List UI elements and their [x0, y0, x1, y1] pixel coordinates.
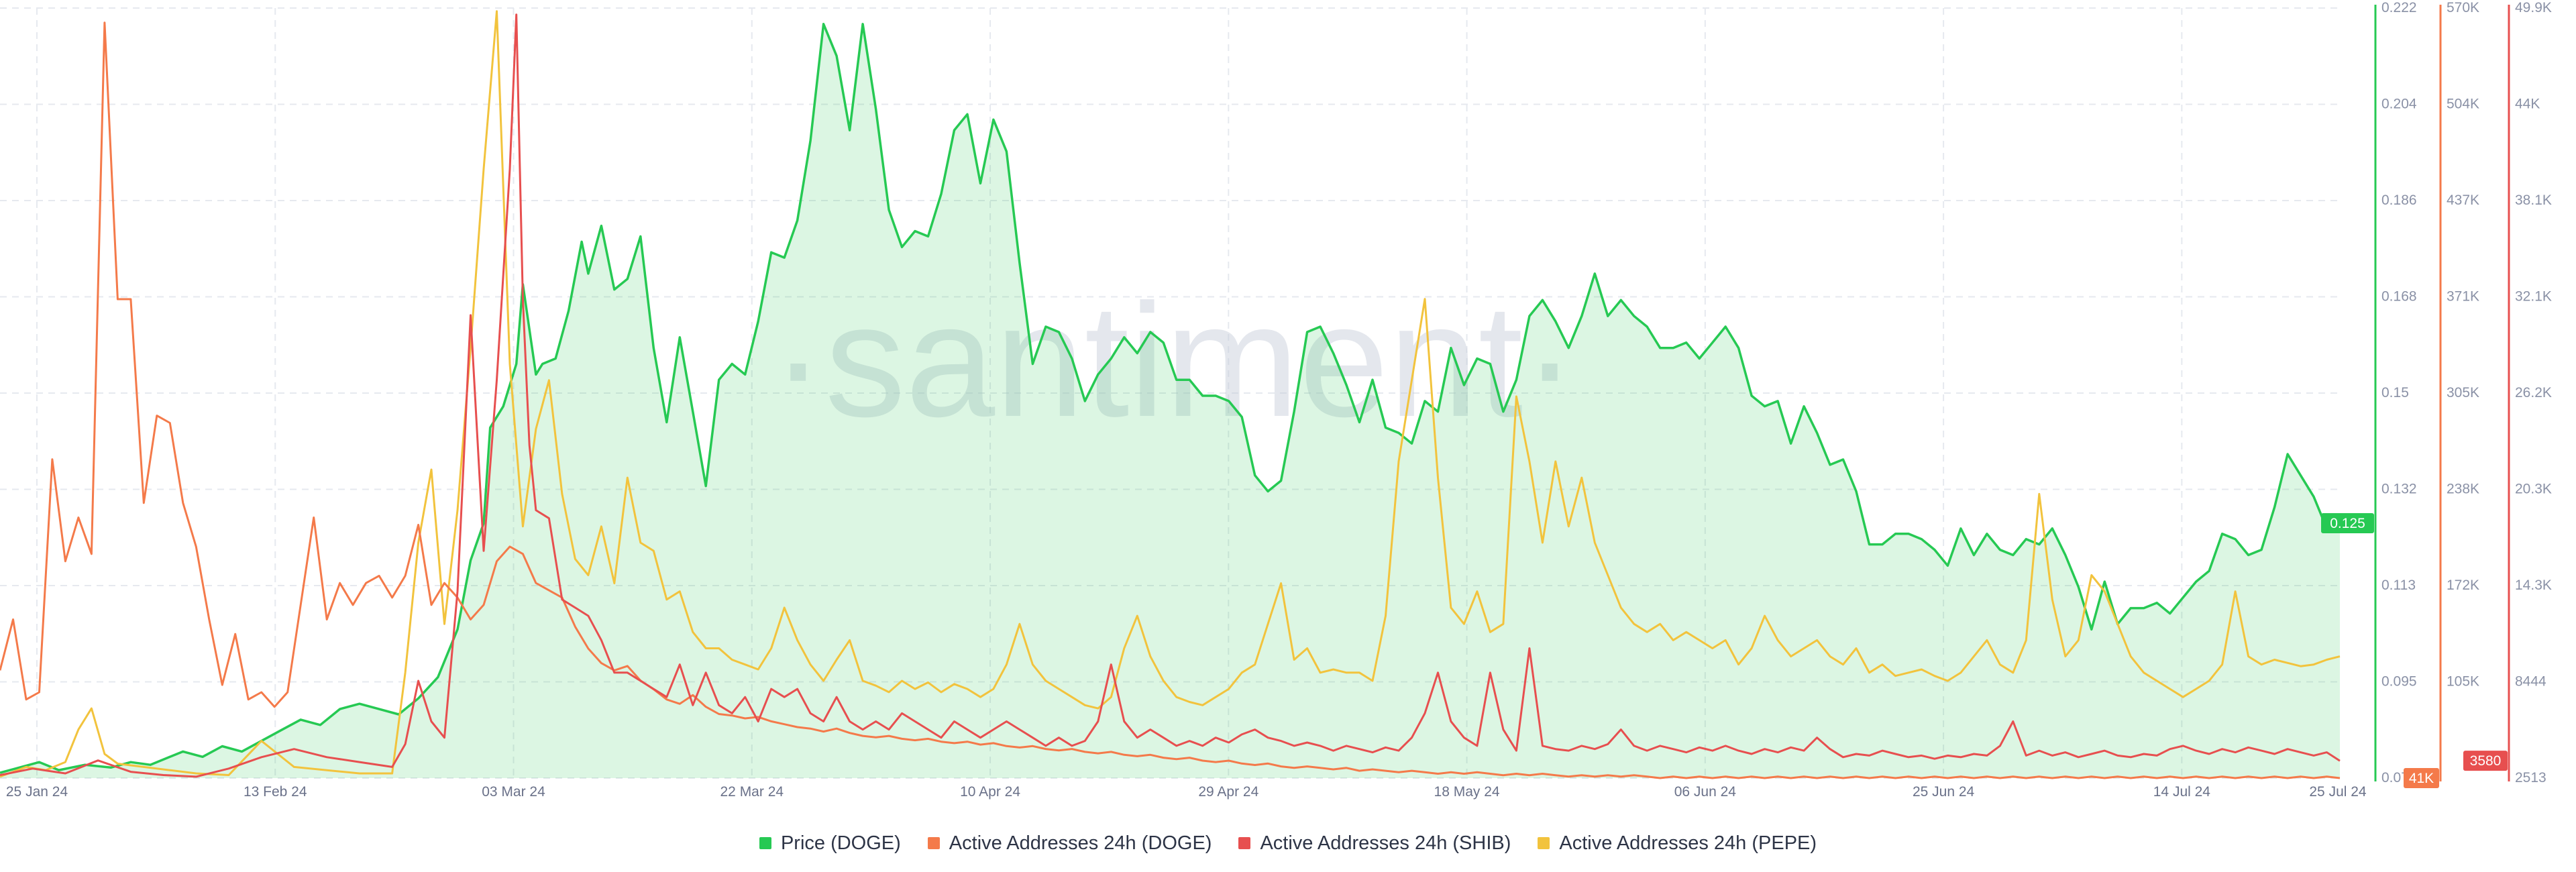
chart-legend: Price (DOGE) Active Addresses 24h (DOGE) A…	[0, 826, 2576, 860]
axis-tick-label: 8444	[2515, 674, 2546, 690]
axis-tick-label: 570K	[2447, 0, 2479, 15]
legend-label: Active Addresses 24h (SHIB)	[1260, 832, 1511, 854]
axis-tick-label: 105K	[2447, 674, 2479, 690]
santiment-watermark: ·santiment·	[771, 270, 1576, 450]
axis-tick-label: 49.9K	[2515, 0, 2552, 15]
axis-tick-label: 437K	[2447, 193, 2479, 208]
legend-label: Active Addresses 24h (PEPE)	[1559, 832, 1817, 854]
legend-swatch	[927, 837, 940, 849]
chart-grid	[0, 7, 2340, 779]
x-axis-tick-label: 14 Jul 24	[2153, 784, 2211, 800]
axis-tick-label: 32.1K	[2515, 289, 2552, 305]
legend-label: Active Addresses 24h (DOGE)	[949, 832, 1212, 854]
x-axis-tick-label: 10 Apr 24	[960, 784, 1020, 800]
x-axis-tick-label: 06 Jun 24	[1674, 784, 1737, 800]
axis-tick-label: 2513	[2515, 770, 2546, 785]
axis-tick-label: 38.1K	[2515, 193, 2552, 208]
axis-tick-label: 0.186	[2381, 193, 2417, 208]
series-line-price-doge-	[0, 23, 2341, 774]
series-line-active-addresses-24h-pepe-	[0, 10, 2341, 778]
x-axis-tick-label: 25 Jul 24	[2309, 784, 2367, 800]
x-axis-tick-label: 25 Jan 24	[6, 784, 68, 800]
current-value-label-doge_addr: 41K	[2409, 771, 2434, 786]
x-axis-tick-label: 03 Mar 24	[482, 784, 545, 800]
current-value-badge-doge_addr	[2404, 768, 2439, 788]
axis-tick-label: 0.095	[2381, 674, 2417, 690]
axis-tick-label: 0.204	[2381, 97, 2417, 112]
legend-label: Price (DOGE)	[780, 832, 901, 854]
legend-item[interactable]: Price (DOGE)	[759, 832, 901, 855]
x-axis-tick-label: 18 May 24	[1434, 784, 1500, 800]
axis-tick-label: 0.132	[2381, 482, 2417, 497]
legend-swatch	[759, 837, 771, 849]
current-value-badge-price	[2321, 512, 2374, 533]
price-area-fill	[0, 23, 2340, 778]
series-line-active-addresses-24h-shib-	[0, 13, 2341, 778]
axis-tick-label: 238K	[2447, 482, 2479, 497]
current-value-label-price: 0.125	[2330, 516, 2365, 531]
x-axis-tick-label: 25 Jun 24	[1913, 784, 1975, 800]
axis-tick-label: 0.113	[2381, 578, 2416, 593]
legend-item[interactable]: Active Addresses 24h (PEPE)	[1538, 832, 1817, 855]
legend-item[interactable]: Active Addresses 24h (DOGE)	[927, 832, 1212, 855]
axis-tick-label: 0.168	[2381, 289, 2417, 305]
axis-tick-label: 44K	[2515, 97, 2540, 112]
legend-swatch	[1238, 837, 1251, 849]
axis-tick-label: 0.15	[2381, 385, 2409, 400]
current-value-badge-shib_addr	[2463, 751, 2508, 771]
x-axis-tick-label: 29 Apr 24	[1198, 784, 1258, 800]
axis-tick-label: 504K	[2447, 97, 2479, 112]
axis-tick-label: 14.3K	[2515, 578, 2552, 593]
axis-tick-label: 26.2K	[2515, 385, 2552, 400]
series-line-active-addresses-24h-doge-	[0, 21, 2341, 779]
axis-tick-label: 172K	[2447, 578, 2479, 593]
legend-swatch	[1538, 837, 1550, 849]
legend-item[interactable]: Active Addresses 24h (SHIB)	[1238, 832, 1511, 855]
chart-svg: ·santiment· 0.222 0.204 0.186 0.168 0.15 0.13…	[0, 0, 2552, 800]
axis-tick-label: 0.222	[2381, 0, 2417, 15]
current-value-label-shib_addr: 3580	[2470, 753, 2502, 769]
axis-tick-label: 305K	[2447, 385, 2479, 400]
x-axis-tick-label: 22 Mar 24	[720, 784, 784, 800]
axis-tick-label: 20.3K	[2515, 482, 2552, 497]
axis-tick-label: 371K	[2447, 289, 2479, 305]
x-axis-tick-label: 13 Feb 24	[244, 784, 307, 800]
